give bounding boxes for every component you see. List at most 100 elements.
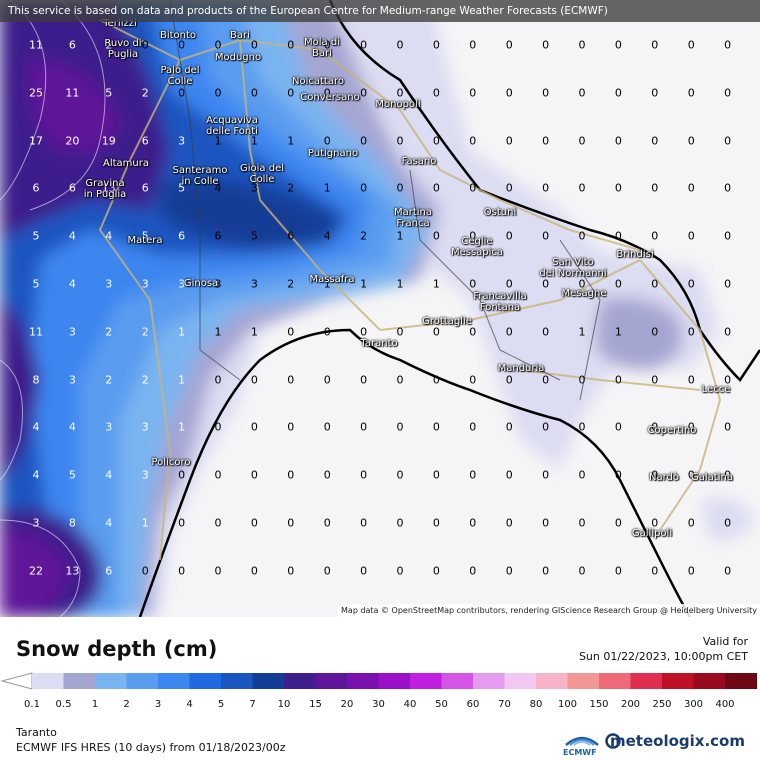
city-label: Brindisi [616,249,654,260]
grid-value: 0 [505,373,513,387]
grid-value: 0 [542,564,550,578]
grid-value: 0 [578,564,586,578]
grid-value: 8 [32,373,40,387]
grid-value: 0 [505,420,513,434]
colorbar-tick-label: 200 [620,699,641,710]
colorbar-tick-label: 60 [466,699,480,710]
grid-value: 20 [65,134,80,148]
meteologix-brand[interactable]: meteologix.com [610,732,745,750]
grid-value: 1 [614,325,622,339]
grid-value: 1 [178,373,186,387]
colorbar-tick-label: 100 [557,699,578,710]
grid-value: 0 [651,134,659,148]
grid-value: 1 [214,325,222,339]
grid-value: 1 [178,420,186,434]
city-label: San Vito dei Normanni [539,257,607,279]
grid-value: 2 [105,325,113,339]
grid-value: 0 [469,420,477,434]
colorbar-tick-label: 0.5 [55,699,72,710]
city-label: Altamura [103,158,149,169]
grid-value: 0 [214,373,222,387]
colorbar-tick-label: 50 [435,699,448,710]
colorbar-segment [504,673,537,689]
grid-value: 5 [32,229,40,243]
grid-value: 3 [105,420,113,434]
colorbar-segment [252,673,285,689]
city-label: Ruvo di Puglia [104,38,142,60]
city-label: Taranto [360,338,398,349]
grid-value: 3 [105,277,113,291]
data-source-banner: This service is based on data and produc… [0,0,760,22]
grid-value: 11 [29,325,43,339]
grid-value: 0 [396,420,404,434]
grid-value: 1 [250,134,258,148]
colorbar-tick-label: 5 [217,699,225,710]
grid-value: 0 [651,516,659,530]
grid-value: 4 [68,420,76,434]
grid-value: 0 [432,468,440,482]
grid-value: 17 [29,134,43,148]
grid-value: 0 [469,38,477,52]
grid-value: 4 [32,420,40,434]
colorbar-segment [221,673,253,689]
city-label: Palo del Colle [160,65,200,87]
grid-value: 1 [141,516,149,530]
grid-value: 0 [214,564,222,578]
grid-value: 0 [651,229,659,243]
ecmwf-logo-icon [565,736,599,746]
grid-value: 0 [687,564,695,578]
grid-value: 0 [178,86,186,100]
grid-value: 0 [360,134,368,148]
grid-value: 0 [396,564,404,578]
grid-value: 0 [360,420,368,434]
grid-value: 3 [141,420,149,434]
grid-value: 0 [287,325,295,339]
grid-value: 3 [141,468,149,482]
snow-depth-map[interactable]: 11 6 2 0 0 0 0 0 0 0 0 0 0 0 0 0 0 0 0 0 25 11 5 2 0 0 0 0 0 0 0 0 0 0 0 0 0… [0,0,760,617]
grid-value: 1 [360,277,368,291]
grid-value: 0 [505,516,513,530]
colorbar-segment [536,673,568,689]
colorbar-tick-label: 250 [652,699,672,710]
city-label: Ceglie Messapica [450,236,504,258]
grid-value: 0 [469,516,477,530]
colorbar-segment [473,673,505,689]
city-label: Policoro [151,457,191,468]
grid-value: 13 [65,564,80,578]
grid-value: 0 [578,468,586,482]
colorbar-tick-label: 4 [186,699,193,710]
grid-value: 0 [687,277,695,291]
city-label: Mola di Bari [304,37,340,59]
grid-value: 3 [250,277,258,291]
grid-value: 1 [250,325,258,339]
grid-value: 0 [651,420,659,434]
grid-value: 0 [724,86,732,100]
grid-value: 0 [469,373,477,387]
grid-value: 0 [724,181,732,195]
grid-value: 1 [396,229,404,243]
colorbar-tick-label: 1 [91,699,99,710]
grid-value: 0 [360,564,368,578]
grid-value: 0 [469,229,477,243]
grid-value: 0 [469,468,477,482]
grid-value: 4 [32,468,40,482]
colorbar-tick-label: 20 [340,699,354,710]
grid-value: 6 [68,38,76,52]
city-label: Gallipoli [631,528,673,539]
colorbar-min-arrow [0,672,33,690]
grid-value: 0 [505,325,513,339]
grid-value: 0 [687,86,695,100]
grid-value: 2 [141,325,149,339]
colorbar-segment [630,673,663,689]
map-attribution[interactable]: Map data © OpenStreetMap contributors, r… [338,604,760,617]
grid-value: 0 [724,325,732,339]
city-label: Gravina in Puglia [83,178,127,200]
grid-value: 0 [287,86,295,100]
grid-value: 6 [105,564,113,578]
grid-value: 0 [614,229,622,243]
grid-value: 3 [141,277,149,291]
colorbar-segment [662,673,694,689]
grid-value: 5 [250,229,258,243]
grid-value: 0 [542,134,550,148]
grid-value: 0 [214,468,222,482]
